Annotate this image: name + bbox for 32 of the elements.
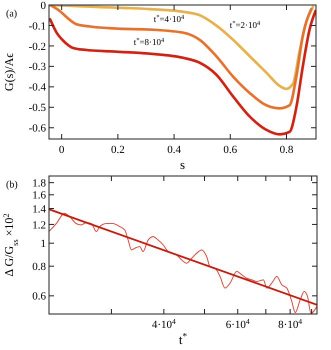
text: (b)	[6, 180, 18, 190]
y-tick-label: -0.4	[28, 82, 46, 94]
y-tick-label: -0.1	[28, 20, 46, 32]
annotation: t$^{*}$=4·10$^{4}$	[154, 14, 186, 24]
x-tick-label: 8·10$^{4}$	[278, 316, 302, 331]
y-tick-label: 1.2	[32, 219, 46, 232]
x-axis-title: s	[180, 157, 186, 172]
line-series	[49, 5, 313, 110]
x-tick-label: 6·10$^{4}$	[226, 316, 250, 331]
x-tick-label: 0.8	[280, 144, 294, 156]
y-tick-label: 1.6	[32, 190, 46, 202]
annotation: t$^{*}$=8·10$^{4}$	[134, 36, 166, 48]
y-tick-label: 1.4	[32, 203, 46, 216]
y-tick-label: -0.6	[28, 122, 46, 135]
x-tick-label: 0.4	[167, 144, 182, 156]
y-tick-label: -0.2	[28, 40, 46, 53]
y-axis-title: G(s)/Aϵ	[2, 52, 16, 92]
x-tick-label: 0.2	[110, 144, 125, 156]
annotation: t$^{*}$=2·10$^{4}$	[230, 20, 262, 30]
y-tick-label: 0.6	[32, 290, 46, 303]
y-tick-label: 1	[40, 238, 46, 250]
y-tick-label: -0.5	[28, 102, 46, 114]
x-tick-label: 4·10$^{4}$	[152, 316, 176, 331]
text: (a)	[6, 8, 18, 20]
line-series	[49, 10, 316, 136]
x-axis-title: t$^{*}$	[178, 331, 188, 347]
x-tick-label: 0	[58, 144, 65, 156]
y-tick-label: 0	[40, 0, 46, 12]
y-tick-label: 0.8	[32, 261, 46, 274]
y-tick-label: 1.8	[32, 178, 46, 190]
y-tick-label: -0.3	[28, 61, 46, 74]
x-tick-label: 0.6	[223, 144, 238, 156]
